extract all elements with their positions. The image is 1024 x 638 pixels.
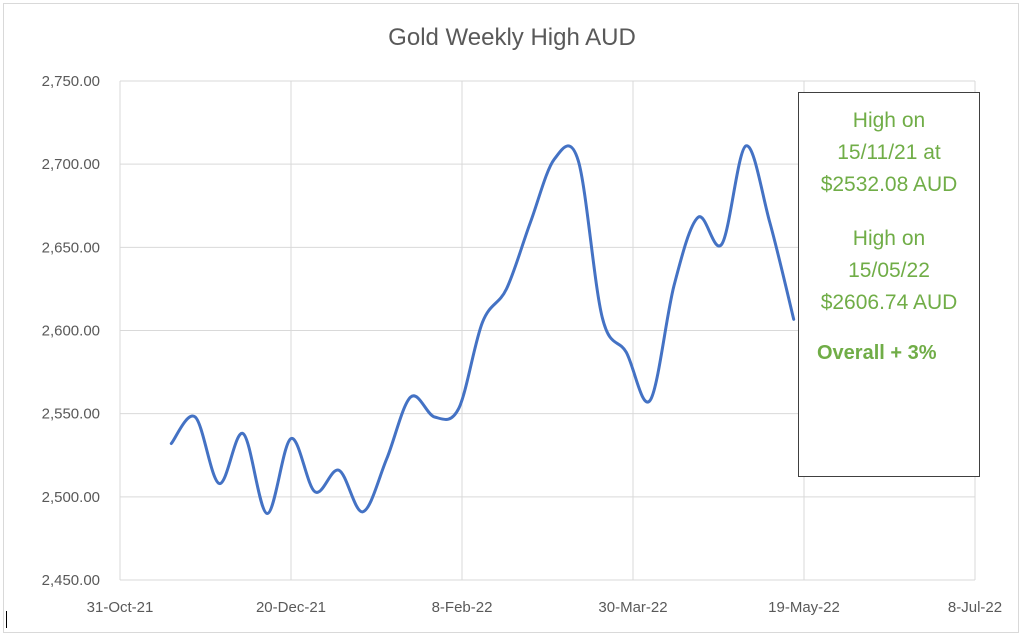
data-point (455, 405, 463, 413)
chart-frame (3, 3, 1019, 633)
x-tick-label: 30-Mar-22 (598, 599, 667, 616)
high1-value: $2532.08 AUD (820, 173, 958, 196)
data-point (646, 396, 654, 404)
data-point (359, 508, 367, 516)
data-point (191, 413, 199, 421)
data-point (383, 455, 391, 463)
text-cursor (6, 611, 7, 628)
data-point (718, 240, 726, 248)
data-point (598, 313, 606, 321)
data-point (239, 430, 247, 438)
series-line (169, 144, 796, 516)
high2-value: $2606.74 AUD (820, 291, 958, 314)
x-axis: 31-Oct-21 20-Dec-21 8-Feb-22 30-Mar-22 19-Ma… (87, 599, 1002, 616)
high1-date: 15/11/21 at (837, 141, 941, 164)
data-point (287, 435, 295, 443)
y-tick-label: 2,500.00 (42, 489, 100, 506)
data-point (742, 142, 750, 150)
x-tick-label: 31-Oct-21 (87, 599, 154, 616)
data-point (311, 488, 319, 496)
data-point (766, 218, 774, 226)
x-tick-label: 19-May-22 (768, 599, 840, 616)
y-tick-label: 2,600.00 (42, 323, 100, 340)
y-tick-label: 2,550.00 (42, 406, 100, 423)
series-layer (167, 142, 798, 517)
data-point (431, 413, 439, 421)
annotation-box: High on 15/11/21 at $2532.08 AUD High on… (798, 92, 980, 477)
high2-date: 15/05/22 (848, 259, 930, 282)
y-axis: 2,450.00 2,500.00 2,550.00 2,600.00 2,650.00… (42, 73, 100, 589)
data-point (167, 439, 175, 447)
x-tick-label: 20-Dec-21 (256, 599, 326, 616)
chart-title: Gold Weekly High AUD (388, 24, 636, 51)
x-tick-label: 8-Feb-22 (432, 599, 493, 616)
data-point (526, 218, 534, 226)
data-point (335, 466, 343, 474)
data-point (622, 348, 630, 356)
data-point (790, 315, 798, 323)
data-point (407, 393, 415, 401)
data-point (215, 480, 223, 488)
data-point (694, 213, 702, 221)
high2-label: High on (852, 227, 926, 250)
x-tick-label: 8-Jul-22 (948, 599, 1002, 616)
data-point (550, 155, 558, 163)
data-point (502, 285, 510, 293)
data-point (670, 282, 678, 290)
y-tick-label: 2,750.00 (42, 73, 100, 90)
y-tick-label: 2,450.00 (42, 572, 100, 589)
data-point (263, 509, 271, 517)
y-tick-label: 2,650.00 (42, 239, 100, 256)
data-point (574, 157, 582, 165)
data-point (479, 318, 487, 326)
overall-change: Overall + 3% (817, 342, 937, 364)
high1-label: High on (852, 109, 926, 132)
y-tick-label: 2,700.00 (42, 156, 100, 173)
